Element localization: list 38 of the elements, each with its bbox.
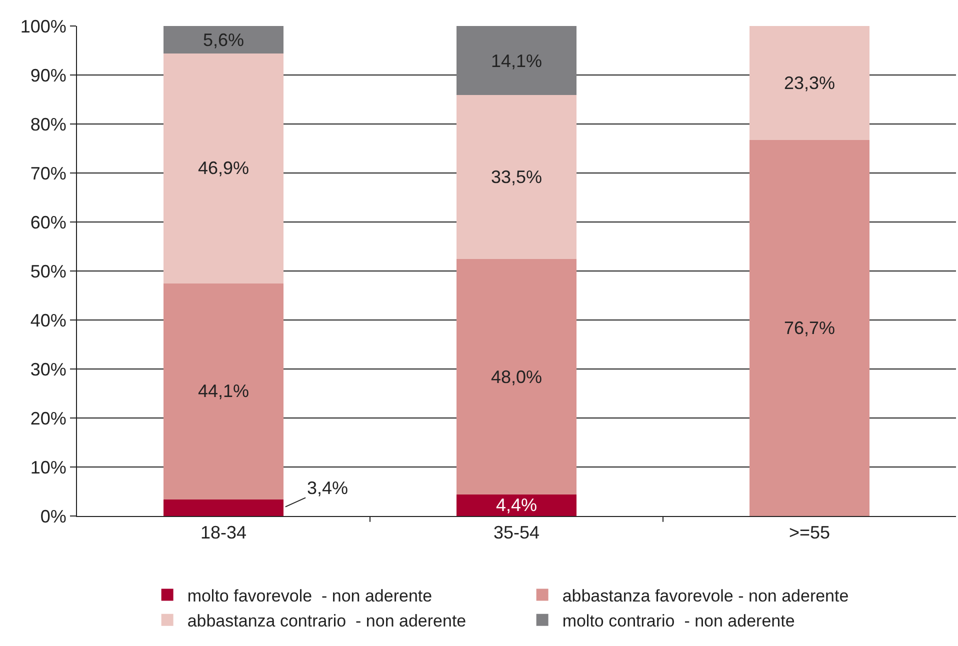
y-tick-label: 60% <box>30 212 66 232</box>
bar <box>456 494 577 516</box>
y-tick-label: 90% <box>30 65 66 86</box>
y-tick-label: 70% <box>30 163 66 184</box>
data-label: 5,6% <box>203 30 244 50</box>
data-label: 23,3% <box>784 73 836 93</box>
y-tick-label: 30% <box>30 359 66 380</box>
bar <box>163 283 284 500</box>
legend-label: abbastanza favorevole - non aderente <box>562 586 849 606</box>
data-label: 14,1% <box>491 51 542 71</box>
legend-label: molto contrario - non aderente <box>562 612 795 631</box>
x-tick-label: 35-54 <box>493 522 540 543</box>
y-tick-label: 20% <box>30 408 66 428</box>
bar <box>456 95 577 260</box>
data-label: 3,4% <box>307 478 348 498</box>
y-tick-label: 80% <box>30 114 66 134</box>
bar <box>456 259 577 494</box>
y-tick-label: 50% <box>30 261 66 282</box>
x-tick-label: 18-34 <box>200 522 247 543</box>
data-label: 76,7% <box>784 318 836 338</box>
data-label: 46,9% <box>198 158 250 178</box>
data-label: 44,1% <box>198 381 250 401</box>
data-label: 4,4% <box>496 495 538 515</box>
y-tick-label: 100% <box>20 16 66 36</box>
bar <box>163 26 284 54</box>
bar <box>749 26 870 140</box>
bar <box>163 53 284 284</box>
bar <box>163 499 284 516</box>
y-tick-label: 10% <box>30 457 66 478</box>
bar <box>456 26 577 96</box>
legend-label: abbastanza contrario - non aderente <box>187 612 466 631</box>
bar <box>749 140 870 516</box>
y-tick-label: 0% <box>40 506 66 526</box>
data-label: 33,5% <box>491 167 542 187</box>
data-label: 48,0% <box>491 367 542 387</box>
x-tick-label: >=55 <box>788 522 830 543</box>
legend-label: molto favorevole - non aderente <box>187 586 432 606</box>
y-tick-label: 40% <box>30 310 66 330</box>
